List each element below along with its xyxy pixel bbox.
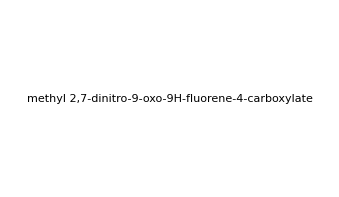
Text: methyl 2,7-dinitro-9-oxo-9H-fluorene-4-carboxylate: methyl 2,7-dinitro-9-oxo-9H-fluorene-4-c… xyxy=(26,94,313,103)
